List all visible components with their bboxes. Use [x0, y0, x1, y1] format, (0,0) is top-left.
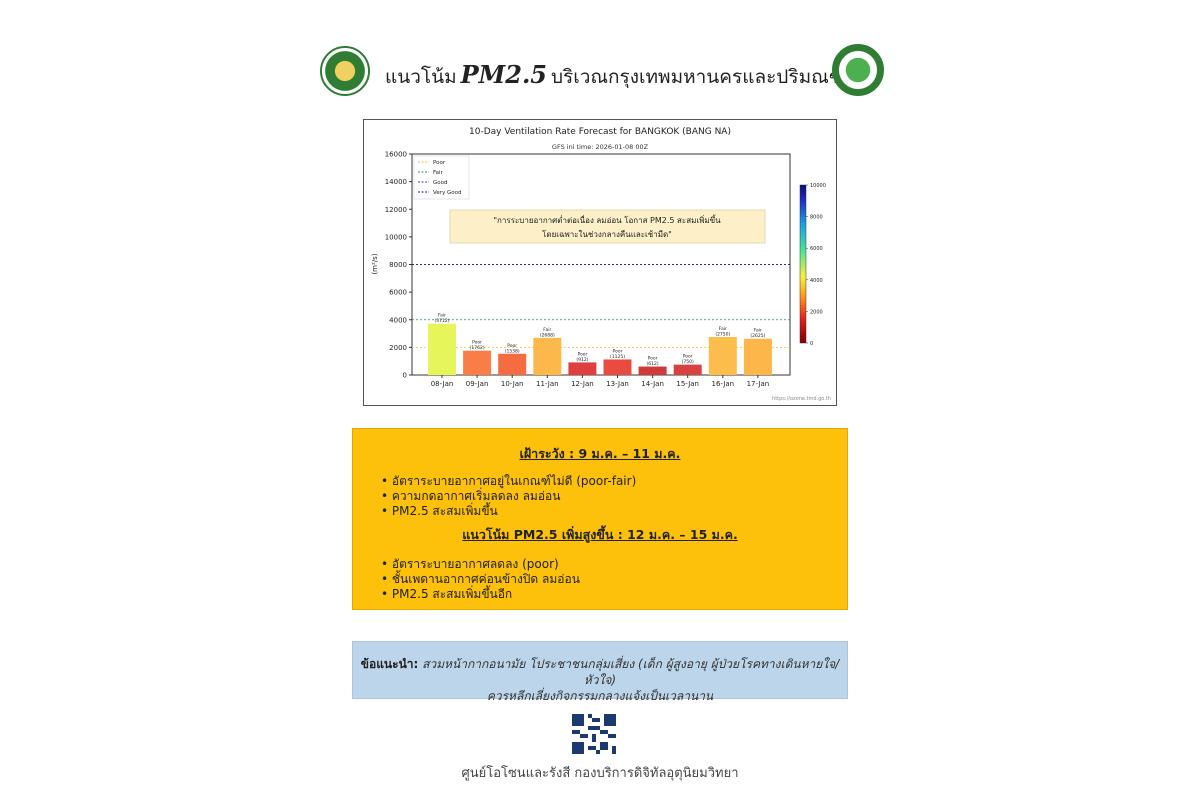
page-title: แนวโน้ม PM2.5 บริเวณกรุงเทพมหานครและปริมณฑ…: [385, 60, 856, 92]
bar-class-label: Poor: [683, 354, 693, 360]
bar-value-label: (750): [682, 359, 694, 365]
legend-label: Good: [433, 180, 447, 186]
ministry-logo: [320, 46, 370, 96]
chart-svg: 10-Day Ventilation Rate Forecast for BAN…: [371, 127, 831, 402]
bar-value-label: (912): [576, 357, 588, 363]
x-tick-label: 13-Jan: [606, 380, 629, 388]
list-item: PM2.5 สะสมเพิ่มขึ้นอีก: [381, 587, 847, 602]
tmd-logo: [832, 44, 884, 96]
footer-text: ศูนย์โอโซนและรังสี กองบริการดิจิทัลอุตุน…: [461, 766, 739, 781]
bar: [708, 337, 737, 375]
list-item: ชั้นเพดานอากาศค่อนข้างปิด ลมอ่อน: [381, 572, 847, 587]
list-item: อัตราระบายอากาศลดลง (poor): [381, 557, 847, 572]
advice-label: ข้อแนะนำ:: [360, 657, 419, 671]
bar-class-label: Fair: [719, 326, 727, 332]
colorbar-tick-label: 0: [810, 341, 813, 347]
ventilation-chart: 10-Day Ventilation Rate Forecast for BAN…: [363, 119, 837, 406]
y-tick-label: 14000: [385, 178, 407, 186]
bar: [428, 323, 456, 375]
bar-value-label: (1538): [505, 348, 520, 354]
title-suffix: บริเวณกรุงเทพมหานครและปริมณฑล: [551, 66, 857, 88]
colorbar: [799, 184, 807, 344]
advice-line-2: ควรหลีกเลี่ยงกิจกรรมกลางแจ้งเป็นเวลานาน: [486, 689, 714, 703]
colorbar-tick-label: 4000: [810, 278, 823, 284]
bar-value-label: (1762): [470, 345, 485, 351]
bar-class-label: Poor: [507, 343, 517, 349]
warning-list-2: อัตราระบายอากาศลดลง (poor) ชั้นเพดานอากา…: [353, 557, 847, 602]
list-item: อัตราระบายอากาศอยู่ในเกณฑ์ไม่ดี (poor-fa…: [381, 474, 847, 489]
bar-class-label: Fair: [754, 328, 762, 334]
title-pm: PM2.5: [460, 60, 547, 89]
y-tick-label: 2000: [389, 344, 407, 352]
y-tick-label: 0: [403, 372, 407, 380]
x-tick-label: 14-Jan: [641, 380, 664, 388]
y-axis-label: (m²/s): [371, 253, 379, 274]
y-tick-label: 10000: [385, 233, 407, 241]
x-tick-label: 17-Jan: [747, 380, 770, 388]
legend-label: Poor: [433, 160, 446, 166]
warning-list-1: อัตราระบายอากาศอยู่ในเกณฑ์ไม่ดี (poor-fa…: [353, 474, 847, 519]
list-item: PM2.5 สะสมเพิ่มขึ้น: [381, 504, 847, 519]
x-tick-label: 09-Jan: [466, 380, 489, 388]
annotation-line-1: "การระบายอากาศต่ำต่อเนื่อง ลมอ่อน โอกาส …: [493, 214, 721, 225]
y-tick-label: 4000: [389, 316, 407, 324]
bar-value-label: (612): [647, 361, 659, 367]
x-tick-label: 12-Jan: [571, 380, 594, 388]
y-tick-label: 12000: [385, 206, 407, 214]
chart-title: 10-Day Ventilation Rate Forecast for BAN…: [469, 127, 731, 137]
bar-class-label: Poor: [472, 340, 482, 346]
x-tick-label: 11-Jan: [536, 380, 559, 388]
colorbar-tick-label: 10000: [810, 183, 826, 189]
qr-code[interactable]: [572, 714, 616, 754]
bar-value-label: (1125): [610, 354, 625, 360]
bar-class-label: Poor: [577, 351, 587, 357]
advice-line-1: สวมหน้ากากอนามัย โประชาชนกลุ่มเสี่ยง (เด…: [422, 657, 840, 687]
bar: [463, 350, 492, 375]
x-tick-label: 10-Jan: [501, 380, 524, 388]
bar-value-label: (2688): [540, 332, 555, 338]
bar-class-label: Fair: [543, 327, 551, 333]
bar-class-label: Poor: [613, 348, 623, 354]
bar: [673, 364, 702, 375]
colorbar-tick-label: 8000: [810, 215, 823, 221]
warning-heading-1: เฝ้าระวัง : 9 ม.ค. – 11 ม.ค.: [519, 446, 681, 461]
warning-box: เฝ้าระวัง : 9 ม.ค. – 11 ม.ค. อัตราระบายอ…: [352, 428, 848, 610]
advice-box: ข้อแนะนำ: สวมหน้ากากอนามัย โประชาชนกลุ่ม…: [352, 641, 848, 703]
title-prefix: แนวโน้ม: [385, 66, 457, 88]
chart-subtitle: GFS ini time: 2026-01-08 00Z: [552, 143, 649, 151]
bar-value-label: (2625): [750, 333, 765, 339]
legend-label: Fair: [433, 170, 444, 176]
x-tick-label: 08-Jan: [431, 380, 454, 388]
colorbar-tick-label: 2000: [810, 309, 823, 315]
source-url: https://ozone.tmd.go.th: [772, 396, 831, 402]
y-tick-label: 16000: [385, 151, 407, 159]
bar-class-label: Poor: [648, 356, 658, 362]
annotation-line-2: โดยเฉพาะในช่วงกลางคืนและเช้ามืด": [542, 229, 672, 239]
bar: [568, 362, 597, 375]
bar: [743, 338, 772, 375]
bar-class-label: Fair: [438, 313, 446, 319]
legend-label: Very Good: [433, 190, 461, 196]
bar-value-label: (3712): [435, 318, 450, 324]
bar-value-label: (2750): [715, 332, 730, 338]
y-tick-label: 6000: [389, 289, 407, 297]
list-item: ความกดอากาศเริ่มลดลง ลมอ่อน: [381, 489, 847, 504]
bar: [603, 359, 632, 375]
colorbar-tick-label: 6000: [810, 246, 823, 252]
x-tick-label: 15-Jan: [676, 380, 699, 388]
annotation-box: [449, 209, 766, 244]
bar: [533, 337, 562, 375]
bar: [498, 353, 527, 375]
warning-heading-2: แนวโน้ม PM2.5 เพิ่มสูงขึ้น : 12 ม.ค. – 1…: [462, 527, 738, 542]
bar: [638, 366, 667, 375]
x-tick-label: 16-Jan: [711, 380, 734, 388]
y-tick-label: 8000: [389, 261, 407, 269]
